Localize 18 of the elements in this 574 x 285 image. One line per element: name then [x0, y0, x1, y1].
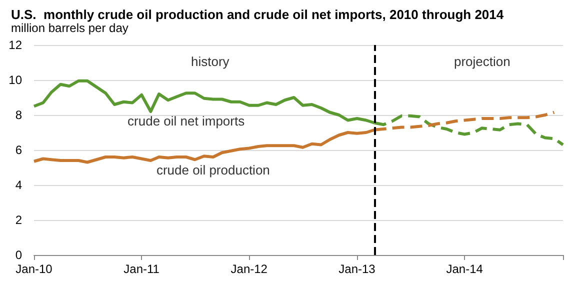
- annotation: projection: [454, 54, 510, 69]
- x-tick-label: Jan-13: [338, 262, 376, 276]
- y-tick-label: 4: [15, 178, 22, 192]
- y-tick-label: 2: [15, 213, 22, 227]
- chart-subtitle: million barrels per day: [11, 21, 128, 35]
- y-tick-label: 10: [8, 73, 22, 87]
- x-tick-label: Jan-11: [124, 262, 160, 276]
- x-tick-label: Jan-14: [446, 262, 484, 276]
- y-tick-label: 12: [8, 38, 22, 52]
- series-label: crude oil production: [156, 162, 270, 178]
- series-label: crude oil net imports: [128, 114, 246, 129]
- x-tick-label: Jan-12: [230, 262, 268, 276]
- annotation: history: [191, 54, 230, 69]
- x-tick-label: Jan-10: [16, 262, 53, 276]
- y-tick-label: 0: [15, 248, 22, 262]
- chart-title: U.S. monthly crude oil production and crude oil net imports, 2010 through 2014: [11, 7, 504, 22]
- y-tick-label: 6: [15, 143, 22, 157]
- y-tick-label: 8: [15, 108, 22, 122]
